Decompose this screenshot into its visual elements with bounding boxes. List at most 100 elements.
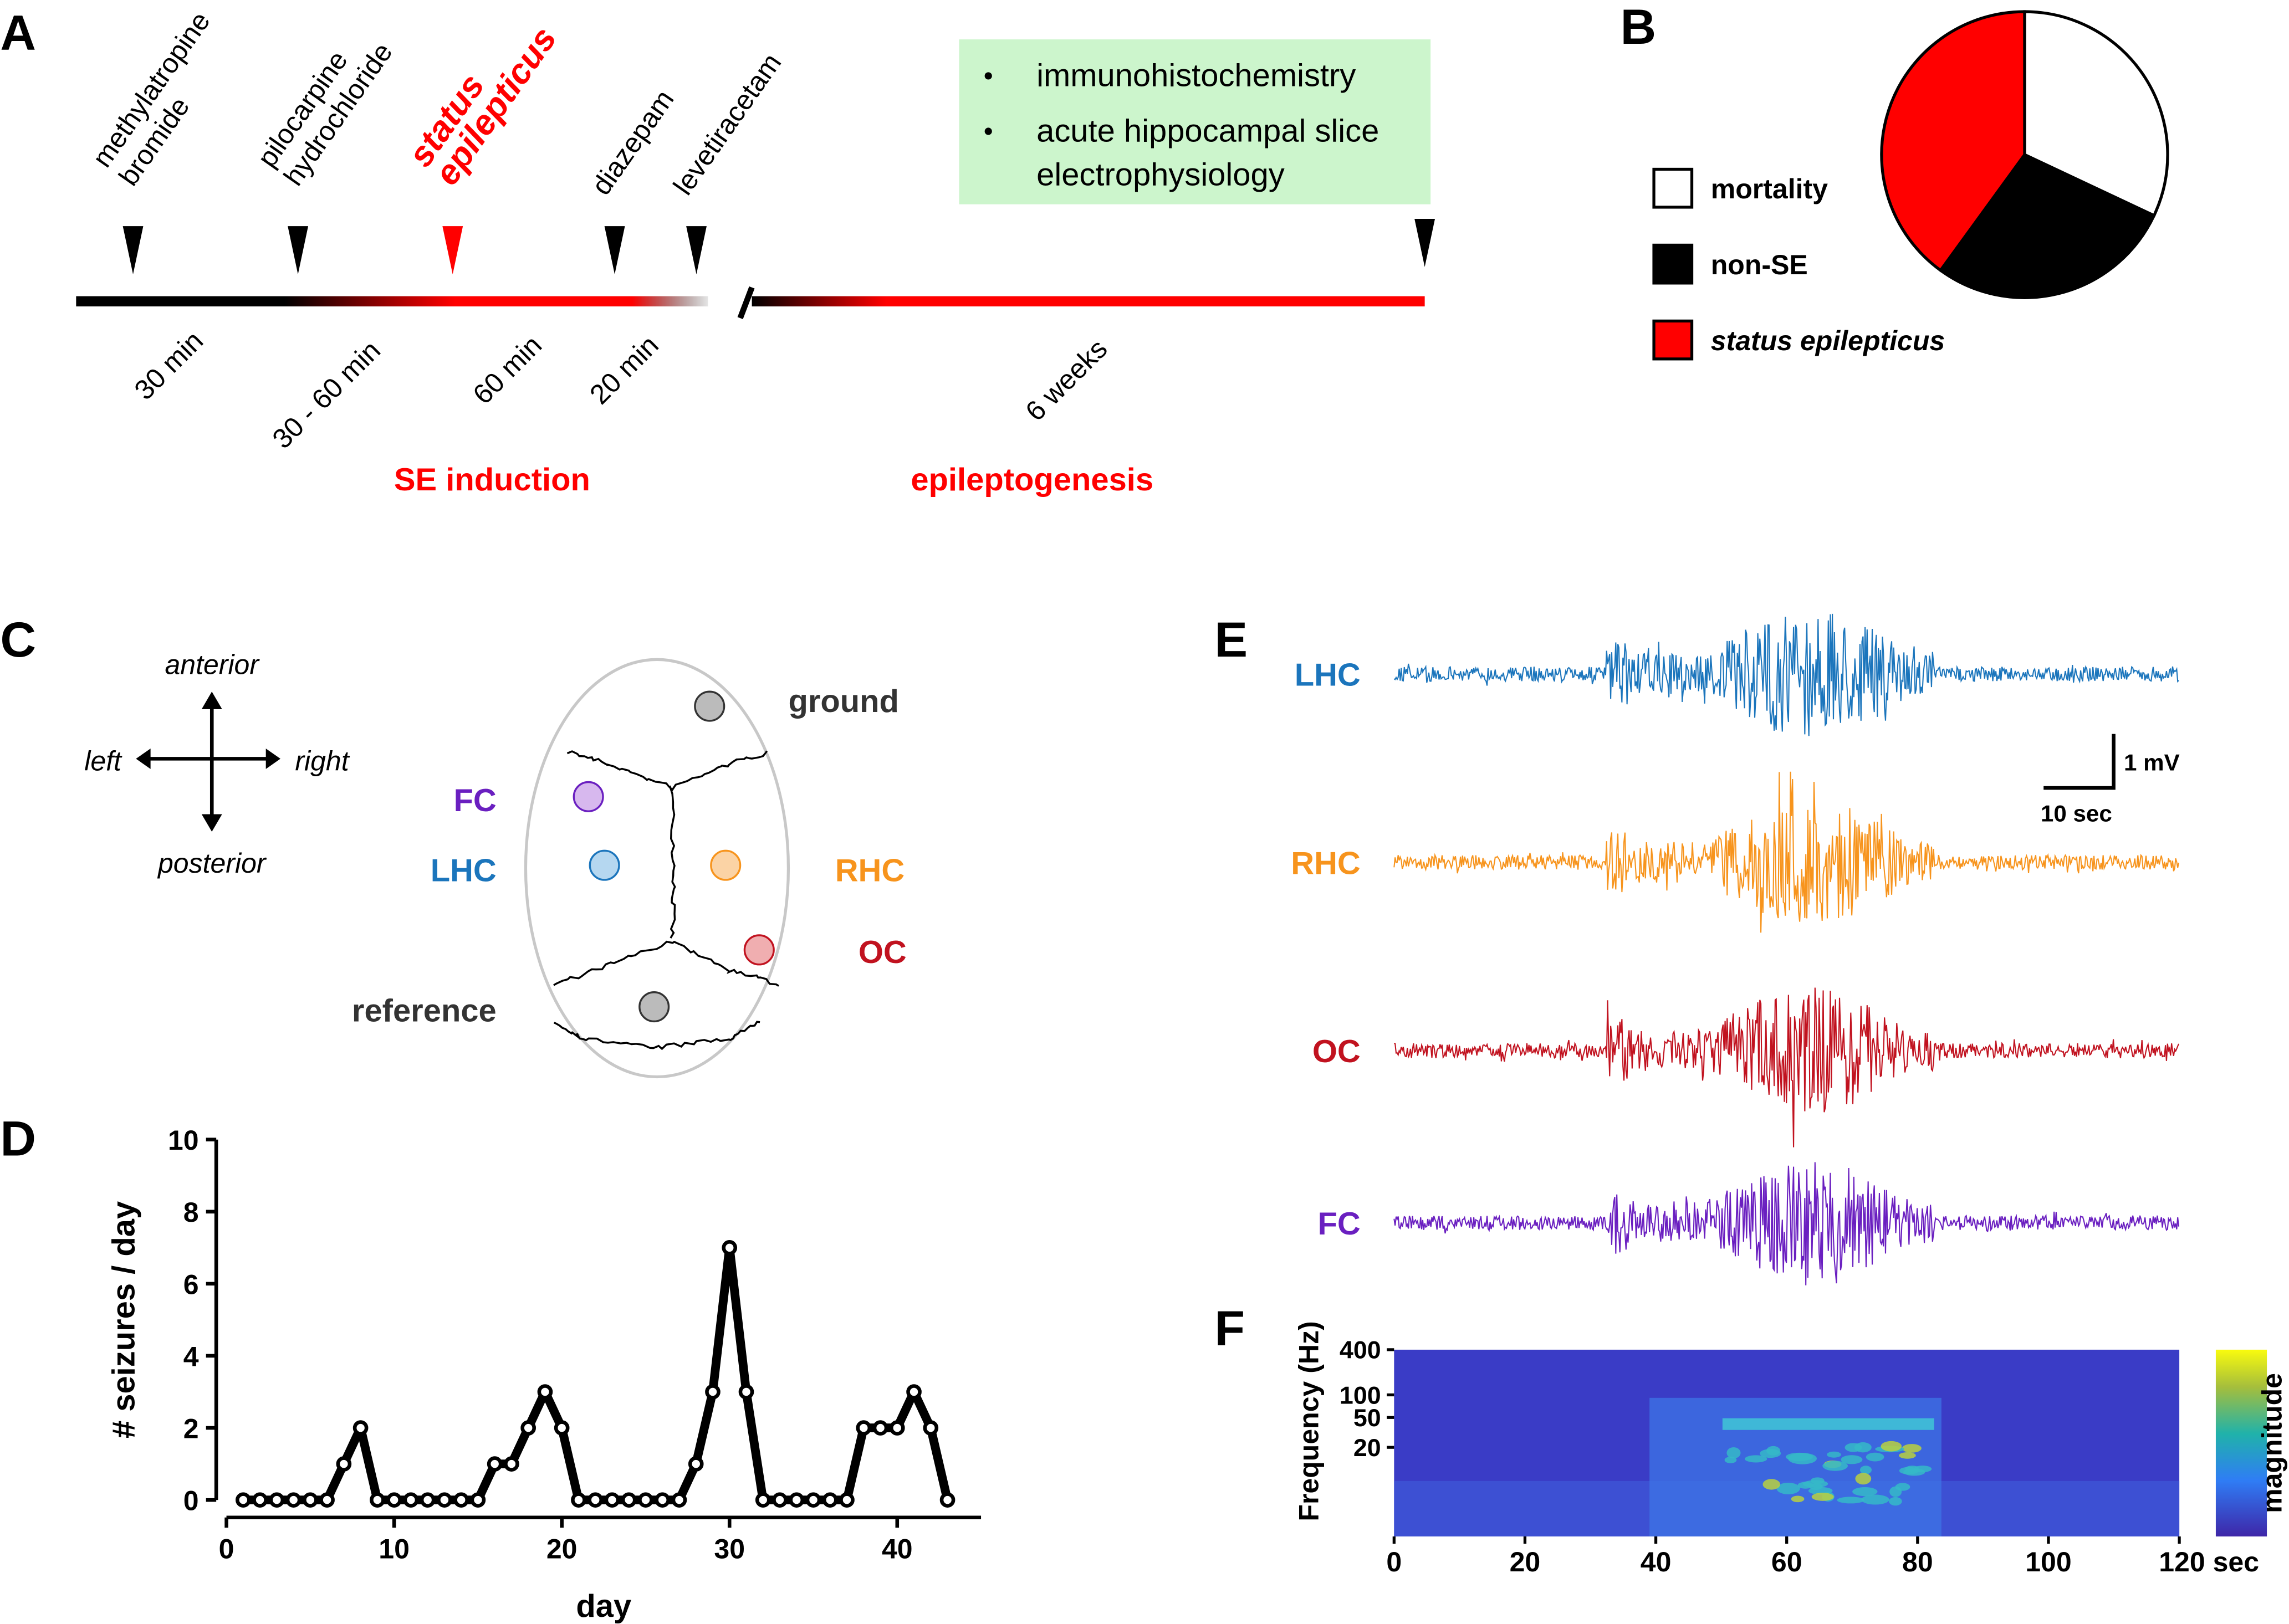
electrode-label: LHC <box>431 853 497 889</box>
panel-label: D <box>0 1111 36 1166</box>
bullet <box>984 72 992 80</box>
point <box>554 1420 570 1436</box>
bullet <box>984 127 992 135</box>
x-tick-label: 80 <box>1902 1546 1933 1577</box>
spectrogram-blob <box>1827 1451 1841 1458</box>
spectrogram-blob <box>1889 1486 1902 1497</box>
legend-label: non-SE <box>1711 249 1808 280</box>
point <box>537 1384 553 1400</box>
event-arrow <box>686 226 707 275</box>
spectrogram-blob <box>1845 1443 1862 1452</box>
legend-swatch <box>1652 243 1694 285</box>
y-tick-label: 6 <box>183 1269 199 1300</box>
drug-label-line: levetiracetam <box>667 48 787 201</box>
point <box>487 1456 503 1472</box>
spectrogram-blob <box>1855 1473 1872 1485</box>
spectrogram-blob <box>1744 1455 1767 1463</box>
spectrogram-blob <box>1822 1461 1848 1471</box>
spectrogram-blob <box>1859 1466 1872 1474</box>
timeline-bar <box>752 296 1425 307</box>
timeline-bar <box>76 296 708 307</box>
panel-label: B <box>1620 0 1656 54</box>
arrow-head <box>265 748 281 769</box>
y-tick-label: 100 <box>1340 1381 1381 1409</box>
event-arrow <box>604 226 625 275</box>
point <box>604 1492 620 1508</box>
panel-label: C <box>0 612 36 667</box>
suture <box>553 1021 760 1051</box>
event-arrow <box>442 226 463 275</box>
y-tick-label: 0 <box>183 1485 199 1517</box>
point <box>772 1492 788 1508</box>
point <box>805 1492 821 1508</box>
point <box>705 1384 721 1400</box>
duration-label: 30 min <box>129 325 210 406</box>
point <box>789 1492 805 1508</box>
point <box>638 1492 653 1508</box>
spectrogram-blob <box>1903 1468 1925 1476</box>
legend-swatch <box>1652 319 1694 361</box>
channel-label: OC <box>1312 1034 1361 1069</box>
x-tick-label: 120 sec <box>2159 1546 2259 1577</box>
scale-bar <box>2043 734 2116 790</box>
event-arrow <box>122 226 144 275</box>
y-tick-label: 2 <box>183 1413 199 1444</box>
outcome-text: acute hippocampal slice <box>1036 113 1379 148</box>
x-tick-label: 20 <box>1510 1546 1541 1577</box>
point <box>722 1240 738 1256</box>
phase-label: epileptogenesis <box>911 462 1153 498</box>
electrode <box>743 934 775 966</box>
x-tick-label: 30 <box>714 1533 745 1564</box>
point <box>520 1420 536 1436</box>
point <box>403 1492 419 1508</box>
channel-label: FC <box>1318 1206 1361 1242</box>
timeline-break <box>737 286 755 319</box>
spectrogram-blob <box>1866 1452 1884 1462</box>
point <box>336 1456 352 1472</box>
suture <box>668 785 676 939</box>
eeg-trace <box>1394 987 2180 1147</box>
x-tick-label: 40 <box>1641 1546 1672 1577</box>
y-tick-label: 50 <box>1353 1404 1381 1432</box>
point <box>939 1492 956 1508</box>
arrow-head <box>201 814 222 832</box>
duration-label: 6 weeks <box>1019 333 1113 427</box>
suture <box>553 940 779 987</box>
panel-label: A <box>0 5 36 60</box>
direction-label: anterior <box>165 649 260 680</box>
electrode-label: FC <box>454 783 497 818</box>
spectrogram-blob <box>1785 1452 1813 1461</box>
spectrogram-blob <box>1726 1447 1741 1459</box>
spectrogram-blob <box>1837 1497 1864 1504</box>
arrow-head <box>136 748 151 769</box>
point <box>755 1492 771 1508</box>
channel-label: LHC <box>1295 658 1361 693</box>
drug-label: diazepam <box>585 84 679 201</box>
y-tick-label: 10 <box>168 1125 199 1156</box>
electrode <box>573 781 604 812</box>
skull-outline <box>524 658 790 1079</box>
point <box>889 1420 905 1436</box>
point <box>856 1420 872 1436</box>
point <box>872 1420 888 1436</box>
point <box>437 1492 452 1508</box>
spectrogram-blob <box>1881 1441 1902 1452</box>
x-tick-label: 100 <box>2025 1546 2071 1577</box>
channel-label: RHC <box>1291 846 1361 881</box>
eeg-trace <box>1393 613 2179 736</box>
y-tick-label: 400 <box>1340 1336 1381 1364</box>
spectrogram-blob <box>1899 1452 1916 1459</box>
x-tick-label: 10 <box>379 1533 410 1564</box>
scale-label: 1 mV <box>2124 749 2180 775</box>
spectrogram-blob <box>1852 1487 1878 1497</box>
point <box>252 1492 268 1508</box>
direction-label: posterior <box>157 848 267 879</box>
colorbar <box>2215 1349 2267 1536</box>
spectrogram-blob <box>1889 1497 1902 1506</box>
scale-label: 10 sec <box>2041 801 2112 827</box>
event-arrow <box>288 226 309 275</box>
outcome-text: electrophysiology <box>1036 157 1285 192</box>
phase-label: SE induction <box>394 462 590 498</box>
